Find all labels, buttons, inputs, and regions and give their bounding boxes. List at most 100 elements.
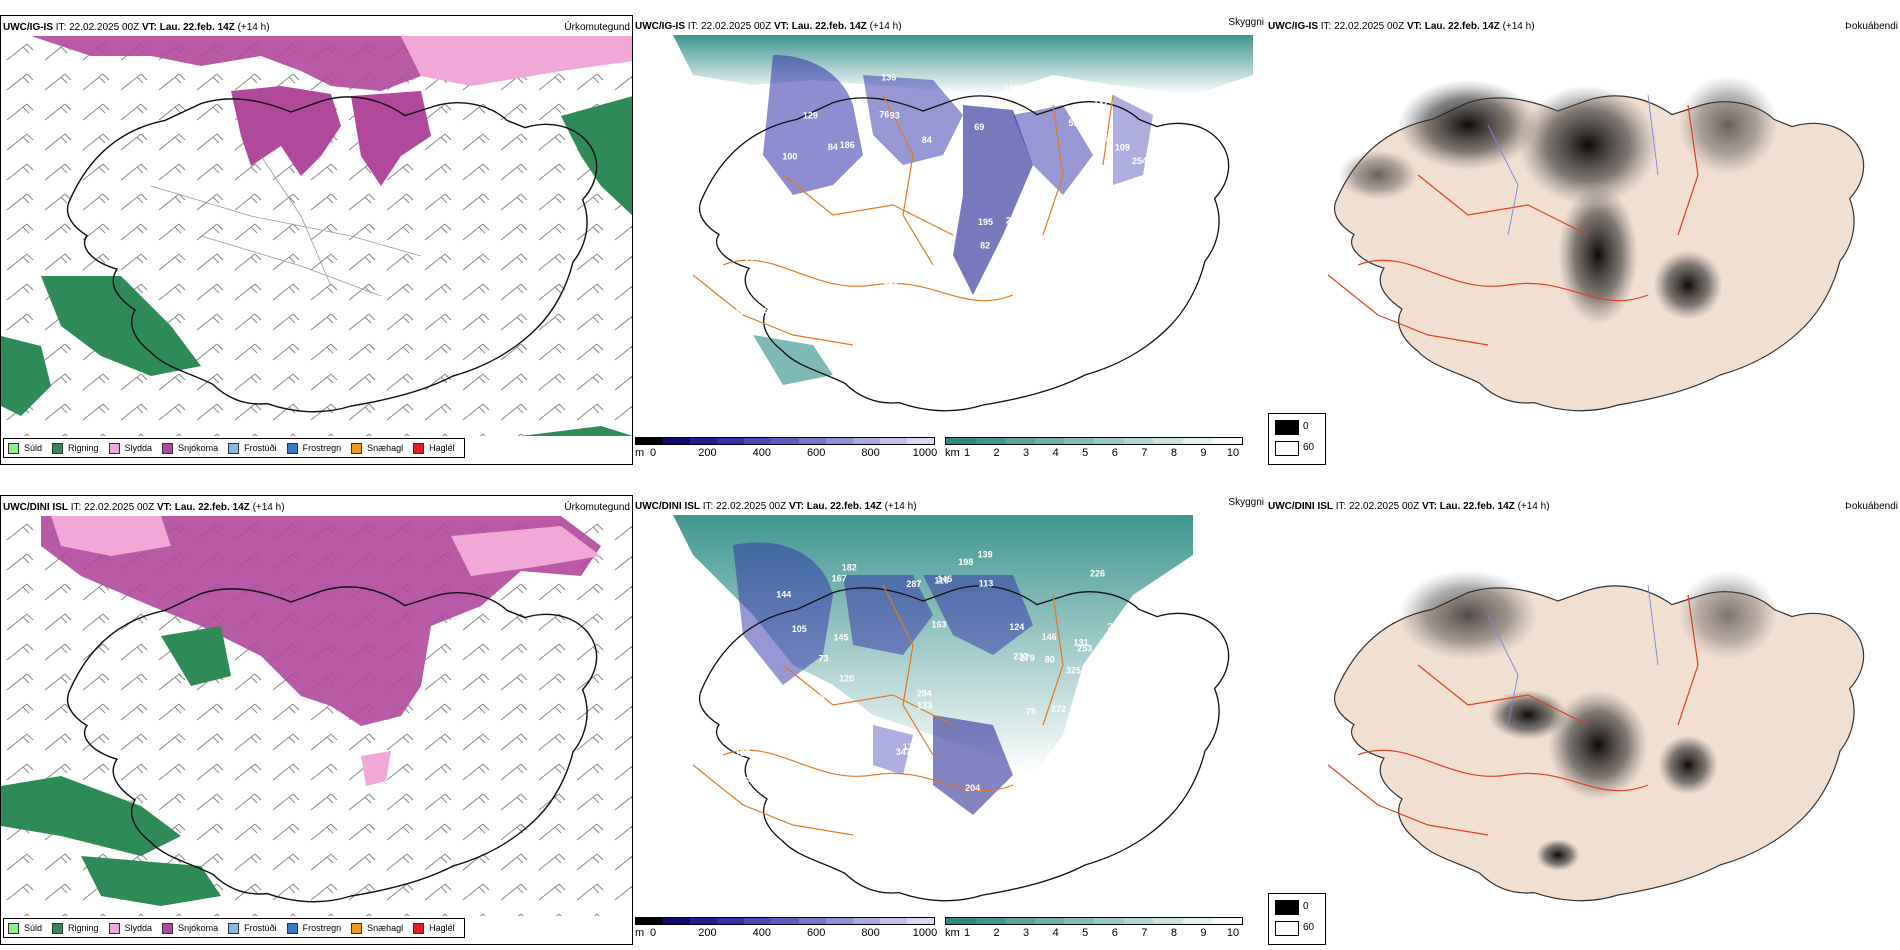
skyggni-value: 211 xyxy=(1081,273,1096,283)
legend-item: Rigning xyxy=(52,922,99,934)
skyggni-value: 204 xyxy=(965,783,980,793)
skyggni-value: 109 xyxy=(1115,143,1130,153)
skyggni-value: 195 xyxy=(925,315,940,325)
skyggni-value: 253 xyxy=(1077,644,1092,654)
colorbar-tick: 1000 xyxy=(912,927,938,939)
skyggni-value: 80 xyxy=(1045,654,1055,664)
skyggni-value: 170 xyxy=(903,742,918,752)
skyggni-value: 209 xyxy=(804,298,819,308)
snow-area xyxy=(351,91,431,186)
panel-title: Skyggni xyxy=(1228,17,1264,28)
snow-area xyxy=(41,516,601,726)
skyggni-value: 84 xyxy=(828,142,838,152)
visibility-panel-2: UWC/DINI ISL IT: 22.02.2025 00Z VT: Lau.… xyxy=(633,495,1268,945)
skyggni-value: 315 xyxy=(1093,134,1108,144)
colorbar-tick: 2 xyxy=(993,927,1000,939)
skyggni-value: 198 xyxy=(958,557,973,567)
skyggni-value: 109 xyxy=(1073,790,1088,800)
legend-item: Haglél xyxy=(413,922,455,934)
precip-type-panel-1: UWC/IG-IS IT: 22.02.2025 00Z VT: Lau. 22… xyxy=(0,15,633,465)
skyggni-value: 122 xyxy=(1066,744,1081,754)
colorbar-tick: 7 xyxy=(1141,927,1148,939)
colorbar-tick: 2 xyxy=(993,447,1000,459)
rain-area xyxy=(1,336,51,416)
colorbar-tick: 5 xyxy=(1082,447,1089,459)
colorbar-tick: 4 xyxy=(1052,927,1059,939)
rain-area xyxy=(521,426,632,436)
visibility-map: 122 200 117 163 164 182 131 138 226 105 20 22 325 177… xyxy=(633,515,1253,915)
fog-map xyxy=(1268,35,1900,435)
skyggni-value: 163 xyxy=(932,620,947,630)
skyggni-value: 129 xyxy=(938,164,953,174)
skyggni-value: 41 xyxy=(757,250,767,260)
skyggni-value: 124 xyxy=(1009,622,1024,632)
skyggni-value: 161 xyxy=(1026,755,1041,765)
skyggni-value: 145 xyxy=(834,633,849,643)
colorbar-tick: 9 xyxy=(1200,447,1207,459)
legend-item: Haglél xyxy=(413,442,455,454)
colorbar-tick: 6 xyxy=(1111,447,1118,459)
skyggni-value: 289 xyxy=(1006,216,1021,226)
skyggni-value: 347 xyxy=(896,747,911,757)
skyggni-value: 164 xyxy=(739,776,754,786)
skyggni-value: 94 xyxy=(1053,301,1063,311)
panel-header: UWC/DINI ISL IT: 22.02.2025 00Z VT: Lau.… xyxy=(1268,501,1550,512)
panel-title: Skyggni xyxy=(1228,497,1264,508)
skyggni-value: 113 xyxy=(979,578,994,588)
rain-area xyxy=(161,626,231,686)
panel-header: UWC/DINI ISL IT: 22.02.2025 00Z VT: Lau.… xyxy=(635,501,917,512)
skyggni-value: 132 xyxy=(1093,98,1108,108)
skyggni-value: 121 xyxy=(1050,779,1065,789)
colorbar-tick: 1 xyxy=(963,447,971,459)
colorbar-tick: 4 xyxy=(1052,447,1059,459)
skyggni-value: 22 xyxy=(728,602,738,612)
skyggni-value: 157 xyxy=(749,107,764,117)
legend-item: Snæhagl xyxy=(351,442,403,454)
colorbar-tick: 0 xyxy=(649,927,657,939)
rain-area xyxy=(41,276,201,376)
colorbar-tick: 8 xyxy=(1170,927,1177,939)
snow-area xyxy=(231,86,341,176)
legend-item: Snæhagl xyxy=(351,922,403,934)
skyggni-value: 82 xyxy=(980,241,990,251)
colorbar-tick: 400 xyxy=(752,447,771,459)
fog-legend: 0 60 xyxy=(1268,893,1326,945)
skyggni-value: 145 xyxy=(937,574,952,584)
fog-panel-2: UWC/DINI ISL IT: 22.02.2025 00Z VT: Lau.… xyxy=(1268,495,1900,945)
skyggni-value: 226 xyxy=(1090,569,1105,579)
skyggni-value: 131 xyxy=(1074,637,1089,647)
skyggni-value: 145 xyxy=(798,753,813,763)
rain-area xyxy=(561,96,632,216)
visibility-colorbar: km 1 2 3 4 5 6 7 8 9 10 xyxy=(945,437,1243,465)
skyggni-value: 182 xyxy=(842,562,857,572)
skyggni-value: 76 xyxy=(879,110,889,120)
skyggni-value: 16 xyxy=(792,279,802,289)
skyggni-value: 133 xyxy=(917,701,932,711)
skyggni-value: 75 xyxy=(1026,706,1036,716)
panel-header: UWC/DINI ISL IT: 22.02.2025 00Z VT: Lau.… xyxy=(3,502,285,513)
skyggni-value: 167 xyxy=(1085,711,1100,721)
sleet-area xyxy=(51,516,171,556)
skyggni-value: 105 xyxy=(792,624,807,634)
legend-item: Frostúði xyxy=(228,922,277,934)
skyggni-value: 20 xyxy=(1122,89,1132,99)
skyggni-value: 129 xyxy=(803,111,818,121)
colorbar-unit: m xyxy=(635,447,645,459)
panel-header: UWC/IG-IS IT: 22.02.2025 00Z VT: Lau. 22… xyxy=(635,21,902,32)
colorbar-tick: 0 xyxy=(649,447,657,459)
skyggni-value: 209 xyxy=(864,780,879,790)
legend-item: Frostúði xyxy=(228,442,277,454)
colorbar-tick: 1000 xyxy=(912,447,938,459)
legend-item: Slydda xyxy=(108,922,152,934)
skyggni-value: 272 xyxy=(1051,704,1066,714)
precip-map xyxy=(1,36,632,436)
colorbar-tick: 400 xyxy=(752,927,771,939)
skyggni-value: 188 xyxy=(1004,83,1019,93)
skyggni-value: 230 xyxy=(876,178,891,188)
visibility-panel-1: UWC/IG-IS IT: 22.02.2025 00Z VT: Lau. 22… xyxy=(633,15,1268,465)
skyggni-numbers: 168 150 132 120 69 69 76 84 41 186 107 16 93 263 179 15… xyxy=(725,72,1147,325)
skyggni-value: 195 xyxy=(978,217,993,227)
skyggni-value: 123 xyxy=(810,692,825,702)
legend-item: Súld xyxy=(8,922,42,934)
skyggni-value: 167 xyxy=(832,574,847,584)
